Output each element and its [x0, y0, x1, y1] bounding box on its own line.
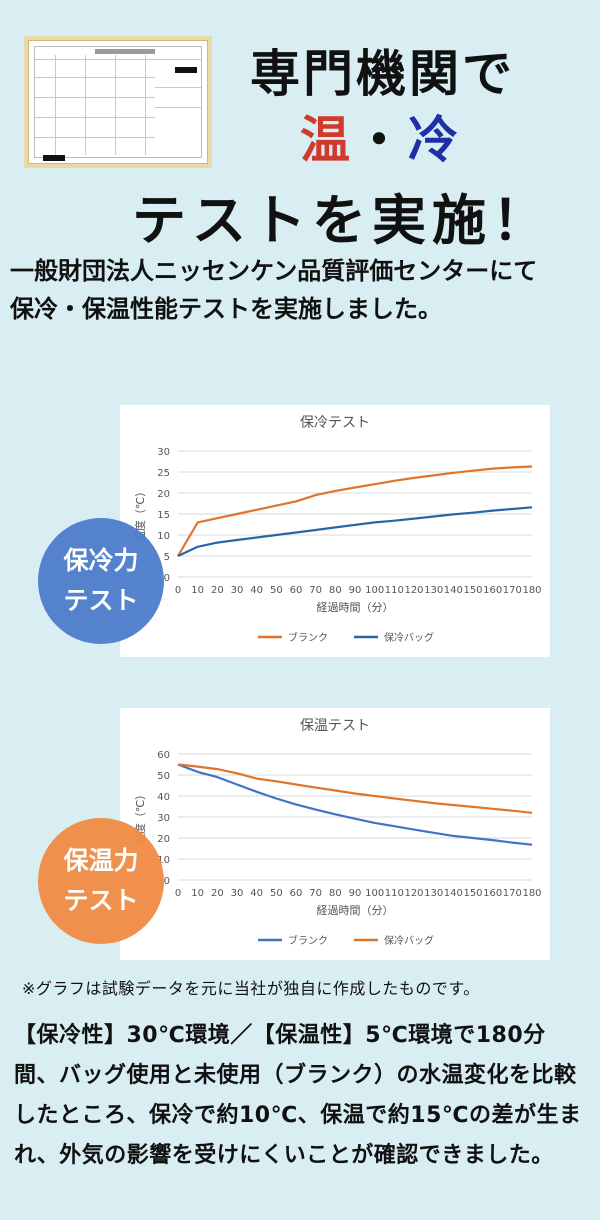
x-tick-label: 0 — [175, 888, 181, 899]
headline-warm: 温 — [300, 111, 354, 169]
warm-test-chart-panel: 保温テスト 0 10 20 30 40 50 60 0 10 20 30 40 50 60 70 80 90 100… — [120, 708, 550, 960]
x-axis-label: 経過時間（分） — [317, 904, 394, 917]
x-tick-label: 80 — [329, 888, 342, 899]
x-tick-label: 50 — [270, 888, 283, 899]
legend-label-2: 保冷バッグ — [384, 934, 434, 947]
y-tick-label: 20 — [157, 489, 170, 500]
x-tick-label: 30 — [231, 888, 244, 899]
y-tick-label: 40 — [157, 792, 170, 803]
series-line-1 — [177, 465, 533, 557]
x-tick-label: 130 — [424, 888, 443, 899]
x-tick-label: 90 — [349, 888, 362, 899]
y-tick-label: 25 — [157, 468, 170, 479]
graph-note: ※グラフは試験データを元に当社が独自に作成したものです。 — [22, 979, 480, 998]
x-tick-label: 40 — [250, 888, 263, 899]
subtitle-line2: 保冷・保温性能テストを実施しました。 — [10, 295, 442, 323]
headline-cool: 冷 — [408, 111, 462, 169]
x-axis-label: 経過時間（分） — [317, 601, 394, 614]
x-tick-label: 20 — [211, 585, 224, 596]
x-tick-label: 80 — [329, 585, 342, 596]
cold-badge-line1: 保冷力 — [63, 546, 139, 575]
x-tick-label: 50 — [270, 585, 283, 596]
headline-dot: ・ — [354, 111, 408, 169]
x-tick-label: 10 — [191, 585, 204, 596]
x-tick-label: 150 — [463, 585, 482, 596]
x-tick-label: 140 — [444, 888, 463, 899]
headline-line2: 温・冷 — [300, 100, 462, 172]
y-tick-label: 15 — [157, 510, 170, 521]
headline-line1: 専門機関で — [250, 45, 515, 103]
x-tick-label: 180 — [522, 888, 541, 899]
chart-title: 保温テスト — [300, 718, 370, 734]
x-tick-label: 140 — [444, 585, 463, 596]
y-tick-label: 5 — [164, 552, 170, 563]
headline-line3: テストを実施！ — [132, 189, 552, 252]
y-tick-label: 60 — [157, 750, 170, 761]
y-tick-label: 10 — [157, 531, 170, 542]
x-tick-label: 60 — [290, 585, 303, 596]
series-line-1 — [177, 763, 533, 846]
chart-title: 保冷テスト — [300, 415, 370, 431]
y-tick-label: 0 — [164, 573, 170, 584]
x-tick-label: 180 — [522, 585, 541, 596]
cold-test-badge: 保冷力 テスト — [38, 518, 164, 644]
legend-label-1: ブランク — [288, 631, 328, 644]
y-tick-label: 30 — [157, 813, 170, 824]
x-tick-label: 90 — [349, 585, 362, 596]
x-tick-label: 100 — [365, 585, 384, 596]
subtitle: 一般財団法人ニッセンケン品質評価センターにて 保冷・保温性能テストを実施しました… — [10, 252, 600, 328]
cold-test-chart-panel: 保冷テスト 0 5 10 15 20 25 30 0 10 20 30 40 50 60 70 80 90 100 1… — [120, 405, 550, 657]
x-tick-label: 170 — [503, 888, 522, 899]
x-tick-label: 120 — [404, 888, 423, 899]
y-tick-label: 10 — [157, 855, 170, 866]
x-tick-label: 130 — [424, 585, 443, 596]
y-tick-label: 20 — [157, 834, 170, 845]
test-description: 【保冷性】30℃環境／【保温性】5℃環境で180分間、バッグ使用と未使用（ブラン… — [14, 1023, 582, 1168]
legend-label-2: 保冷バッグ — [384, 631, 434, 644]
x-tick-label: 110 — [385, 888, 404, 899]
y-tick-label: 0 — [164, 876, 170, 887]
test-report-document-icon — [24, 36, 212, 168]
x-tick-label: 70 — [309, 888, 322, 899]
series-line-2 — [177, 506, 533, 557]
x-tick-label: 170 — [503, 585, 522, 596]
warm-badge-line2: テスト — [63, 886, 139, 915]
warm-test-badge: 保温力 テスト — [38, 818, 164, 944]
x-tick-label: 160 — [483, 585, 502, 596]
x-tick-label: 150 — [463, 888, 482, 899]
x-tick-label: 70 — [309, 585, 322, 596]
x-tick-label: 60 — [290, 888, 303, 899]
x-tick-label: 20 — [211, 888, 224, 899]
series-line-2 — [177, 763, 533, 814]
warm-test-chart: 保温テスト 0 10 20 30 40 50 60 0 10 20 30 40 50 60 70 80 90 100… — [133, 718, 542, 947]
x-tick-label: 100 — [365, 888, 384, 899]
x-tick-label: 10 — [191, 888, 204, 899]
x-tick-label: 30 — [231, 585, 244, 596]
x-tick-label: 40 — [250, 585, 263, 596]
x-tick-label: 0 — [175, 585, 181, 596]
cold-badge-line2: テスト — [63, 586, 139, 615]
y-tick-label: 50 — [157, 771, 170, 782]
x-tick-label: 160 — [483, 888, 502, 899]
y-tick-label: 30 — [157, 447, 170, 458]
legend-label-1: ブランク — [288, 934, 328, 947]
x-tick-label: 110 — [385, 585, 404, 596]
subtitle-line1: 一般財団法人ニッセンケン品質評価センターにて — [10, 257, 538, 285]
x-tick-label: 120 — [404, 585, 423, 596]
warm-badge-line1: 保温力 — [63, 846, 139, 875]
